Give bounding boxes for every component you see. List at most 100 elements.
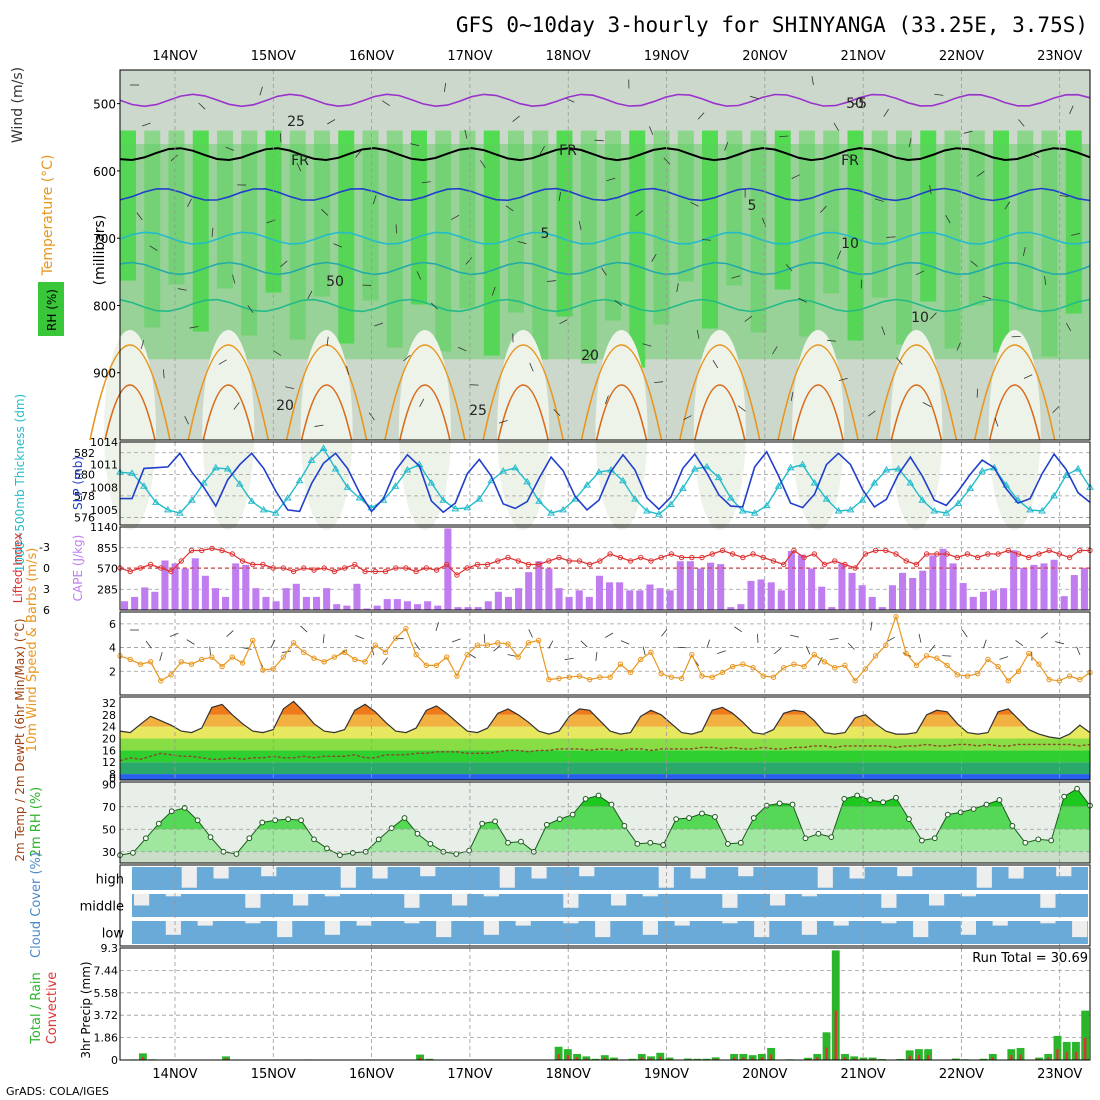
lifted-index-marker <box>811 551 818 557</box>
rh-marker <box>246 835 253 842</box>
wind-speed-marker <box>607 674 613 680</box>
cloud-gap <box>833 921 849 926</box>
cloud-gap <box>611 894 627 906</box>
lifted-index-marker <box>382 568 389 575</box>
wind-barb <box>498 419 508 424</box>
precip-total-bar <box>831 950 840 1060</box>
rh-marker <box>867 797 874 803</box>
rh-marker <box>660 842 667 848</box>
wind-speed-marker <box>331 654 338 660</box>
thickness-marker <box>954 499 963 506</box>
wind-speed-marker <box>740 661 746 667</box>
lifted-index-marker <box>331 568 338 575</box>
top-date-label: 19NOV <box>644 49 689 64</box>
rh-marker <box>996 797 1003 803</box>
wind-barb <box>451 214 460 220</box>
temperature-tick-label: 8 <box>109 768 116 781</box>
wind-barb <box>690 201 699 207</box>
wind-speed-marker <box>1005 678 1012 684</box>
cloud-gap <box>404 894 420 908</box>
precip-convective-bar <box>917 1055 921 1060</box>
cape-axis-label: CAPE (J/kg) <box>71 535 85 602</box>
precip-total-bar <box>425 1058 434 1060</box>
lifted-index-marker <box>852 565 858 571</box>
cape-bar <box>414 604 422 610</box>
surface-wind-barb <box>661 629 668 637</box>
lifted-index-marker <box>821 561 828 568</box>
surface-wind-barb <box>790 634 800 638</box>
rh-tick-label: 30 <box>102 846 116 859</box>
precip-convective-bar <box>714 1058 717 1060</box>
rh-shade <box>799 130 815 337</box>
cape-bar <box>1020 567 1028 610</box>
rh-marker <box>737 839 744 846</box>
wind-barb <box>314 424 324 427</box>
thickness-marker <box>834 507 843 514</box>
thickness-marker <box>666 500 675 508</box>
cloud-gap <box>293 894 309 906</box>
lifted-index-marker <box>137 565 144 571</box>
contour-label: 20 <box>581 348 599 364</box>
precip-convective-bar <box>575 1057 579 1060</box>
surface-wind-barb <box>159 652 163 661</box>
warm-contour <box>595 384 648 441</box>
precip-convective-bar <box>1065 1051 1068 1060</box>
wind-barb <box>982 295 992 300</box>
warm-contour <box>285 344 368 441</box>
rh-shade <box>338 130 355 344</box>
lifted-index-marker <box>760 554 766 561</box>
cloud-gap <box>277 921 293 938</box>
cloud-row-label: high <box>96 873 124 888</box>
wind-speed-marker <box>209 654 215 660</box>
lifted-index-marker <box>658 554 664 561</box>
lifted-index-marker <box>250 561 256 568</box>
panel-frame <box>119 864 1091 947</box>
cloud-gap <box>801 894 817 897</box>
rh-line <box>119 788 1091 856</box>
panel-frame <box>119 526 1091 611</box>
precip-convective-bar <box>751 1057 754 1060</box>
pressure-tick-label: 600 <box>93 165 116 179</box>
wind-speed-marker <box>729 663 736 670</box>
contour-label: 5 <box>748 198 757 214</box>
lifted-index-marker <box>668 551 675 557</box>
wind-speed-marker <box>872 653 879 659</box>
cloud-gap <box>356 921 372 926</box>
precip-convective-bar <box>1047 1057 1050 1060</box>
thickness-marker <box>331 464 340 472</box>
thickness-marker <box>511 463 520 471</box>
cape-bar <box>676 561 684 610</box>
precip-convective-bar <box>834 1010 837 1060</box>
temperature-band <box>120 726 1090 739</box>
precip-tick-label: 5.58 <box>94 987 119 1000</box>
wind-speed-marker <box>1056 678 1063 684</box>
precip-total-bar <box>841 1053 849 1060</box>
cloud-gap <box>261 867 277 877</box>
cape-bar <box>1050 559 1058 610</box>
top-date-label: 21NOV <box>841 49 886 64</box>
wind-speed-marker <box>403 625 409 632</box>
precip-total-bar <box>905 1050 914 1060</box>
rh-shade-band <box>120 144 1090 360</box>
wind-barb <box>635 210 644 217</box>
lifted-index-marker <box>290 568 297 575</box>
surface-wind-barb <box>1040 632 1049 639</box>
wind-barb <box>232 274 236 284</box>
lifted-index-marker <box>627 558 634 564</box>
wind-speed-marker <box>127 656 133 663</box>
cape-bar <box>1060 596 1068 610</box>
cape-bar <box>484 601 492 610</box>
rh-shade <box>435 130 452 352</box>
precip-convective-bar <box>566 1055 570 1060</box>
rh-marker <box>880 799 886 806</box>
wind-barb <box>512 115 520 123</box>
thickness-marker <box>714 473 723 481</box>
wind-barb <box>676 283 679 293</box>
rh-marker <box>841 795 848 802</box>
wind-barb <box>1059 195 1069 198</box>
rh-marker <box>802 835 809 842</box>
cape-bar <box>363 608 371 610</box>
wind-barb <box>798 297 807 303</box>
wind-speed-marker <box>597 674 603 680</box>
rh-legend-swatch <box>38 282 64 336</box>
